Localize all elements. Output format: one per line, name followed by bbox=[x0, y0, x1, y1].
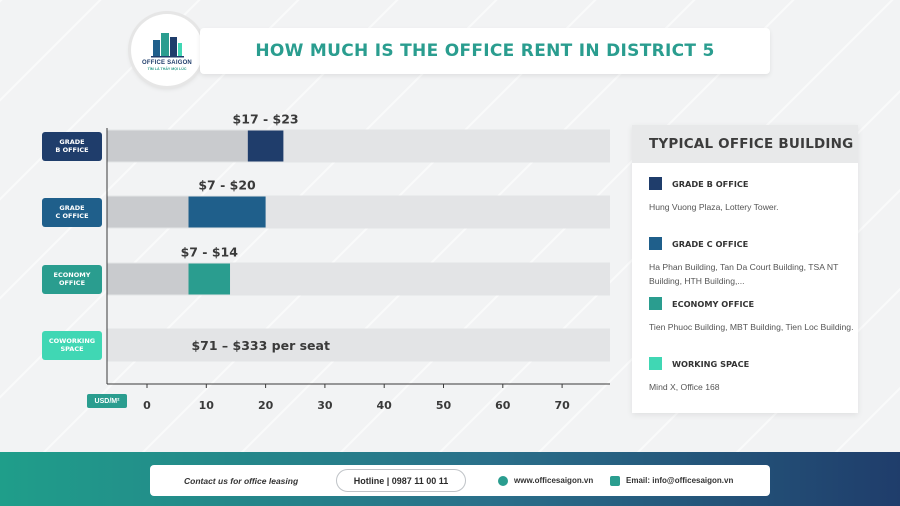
category-label: GRADE C OFFICE bbox=[42, 197, 102, 227]
x-tick-label: 70 bbox=[554, 399, 570, 412]
email-link[interactable]: Email: info@officesaigon.vn bbox=[610, 465, 733, 496]
title-bar: HOW MUCH IS THE OFFICE RENT IN DISTRICT … bbox=[200, 28, 770, 74]
legend-desc: Tien Phuoc Building, MBT Building, Tien … bbox=[649, 322, 854, 332]
x-tick-label: 60 bbox=[495, 399, 511, 412]
bar-value-label: $17 - $23 bbox=[233, 112, 299, 127]
website-link[interactable]: www.officesaigon.vn bbox=[498, 465, 593, 496]
x-tick-label: 50 bbox=[436, 399, 452, 412]
x-tick-label: 0 bbox=[143, 399, 151, 412]
website-text: www.officesaigon.vn bbox=[514, 476, 594, 485]
page-title: HOW MUCH IS THE OFFICE RENT IN DISTRICT … bbox=[255, 41, 715, 61]
company-logo: OFFICE SAIGON TÌM LÀ THẤY MỌI LÚC bbox=[131, 14, 203, 86]
footer: Contact us for office leasing Hotline | … bbox=[0, 452, 900, 506]
legend-desc: Ha Phan Building, Tan Da Court Building,… bbox=[649, 262, 839, 286]
category-label: GRADE B OFFICE bbox=[42, 131, 102, 161]
legend-item-working-space: WORKING SPACE Mind X, Office 168 bbox=[649, 357, 854, 394]
legend-title: GRADE C OFFICE bbox=[672, 238, 749, 249]
bar-range-segment bbox=[247, 130, 284, 162]
logo-name: OFFICE SAIGON bbox=[142, 59, 192, 66]
legend-panel: TYPICAL OFFICE BUILDING GRADE B OFFICE H… bbox=[632, 125, 858, 413]
legend-swatch bbox=[649, 357, 662, 370]
category-label: COWORKING SPACE bbox=[42, 330, 102, 360]
legend-swatch bbox=[649, 297, 662, 310]
email-text: Email: info@officesaigon.vn bbox=[626, 476, 734, 485]
legend-desc: Mind X, Office 168 bbox=[649, 382, 720, 392]
legend-item-economy: ECONOMY OFFICE Tien Phuoc Building, MBT … bbox=[649, 297, 854, 334]
bar-value-label: $7 - $14 bbox=[181, 245, 239, 260]
x-tick-label: 40 bbox=[377, 399, 393, 412]
axis-unit-badge: USD/M² bbox=[87, 394, 127, 408]
category-label: ECONOMY OFFICE bbox=[42, 264, 102, 294]
legend-swatch bbox=[649, 177, 662, 190]
x-tick-label: 20 bbox=[258, 399, 274, 412]
globe-icon bbox=[498, 475, 508, 486]
footer-contact-text: Contact us for office leasing bbox=[184, 475, 299, 486]
bar-base-segment bbox=[107, 130, 248, 162]
legend-item-grade-c: GRADE C OFFICE Ha Phan Building, Tan Da … bbox=[649, 237, 854, 288]
bar-track bbox=[107, 328, 610, 362]
legend-title: ECONOMY OFFICE bbox=[672, 298, 755, 309]
hotline-button[interactable]: Hotline | 0987 11 00 11 bbox=[336, 469, 466, 492]
mail-icon bbox=[610, 475, 620, 486]
footer-contact-bar: Contact us for office leasing Hotline | … bbox=[150, 465, 770, 496]
bar-value-label: $71 – $333 per seat bbox=[191, 338, 329, 353]
bar-range-segment bbox=[188, 196, 266, 228]
legend-header: TYPICAL OFFICE BUILDING bbox=[632, 125, 858, 163]
x-tick-label: 30 bbox=[317, 399, 333, 412]
legend-swatch bbox=[649, 237, 662, 250]
bar-value-label: $7 - $20 bbox=[198, 178, 256, 193]
logo-tagline: TÌM LÀ THẤY MỌI LÚC bbox=[147, 66, 187, 71]
legend-desc: Hung Vuong Plaza, Lottery Tower. bbox=[649, 202, 779, 212]
legend-title: GRADE B OFFICE bbox=[672, 178, 749, 189]
rent-range-chart: $17 - $23 $7 - $20 $7 - $14 $71 – $333 per … bbox=[106, 112, 610, 412]
bar-base-segment bbox=[107, 196, 189, 228]
legend-title: WORKING SPACE bbox=[672, 358, 750, 369]
x-tick-label: 10 bbox=[199, 399, 215, 412]
bar-base-segment bbox=[107, 263, 189, 295]
buildings-icon bbox=[151, 32, 184, 57]
legend-item-grade-b: GRADE B OFFICE Hung Vuong Plaza, Lottery… bbox=[649, 177, 854, 214]
bar-range-segment bbox=[188, 263, 231, 295]
